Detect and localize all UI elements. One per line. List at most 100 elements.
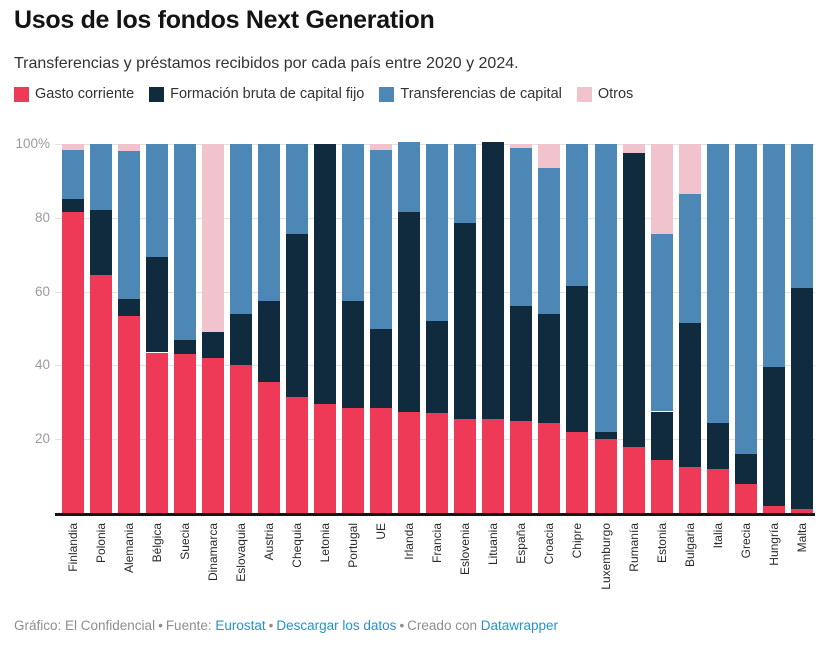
bar-segment-eslovaquia-formacion-bruta-de-capital-fijo[interactable] [229,313,252,366]
bar-segment-malta-gasto-corriente[interactable] [790,509,813,513]
bar-segment-francia-gasto-corriente[interactable] [426,413,449,513]
bar-segment-hungria-transferencias-de-capital[interactable] [762,144,785,368]
bar-segment-croacia-gasto-corriente[interactable] [538,422,561,513]
bar-segment-dinamarca-formacion-bruta-de-capital-fijo[interactable] [201,332,224,358]
bar-segment-lituania-formacion-bruta-de-capital-fijo[interactable] [482,142,505,419]
bar-segment-alemania-otros[interactable] [117,144,140,152]
bar-segment-chequia-gasto-corriente[interactable] [285,396,308,513]
bar-segment-ue-formacion-bruta-de-capital-fijo[interactable] [370,328,393,408]
bar-segment-eslovenia-formacion-bruta-de-capital-fijo[interactable] [454,223,477,419]
bar-segment-suecia-formacion-bruta-de-capital-fijo[interactable] [173,339,196,355]
bar-segment-eslovenia-gasto-corriente[interactable] [454,418,477,513]
bar-segment-bulgaria-transferencias-de-capital[interactable] [678,193,701,323]
bar-segment-finlandia-formacion-bruta-de-capital-fijo[interactable] [61,199,84,213]
bar-segment-alemania-formacion-bruta-de-capital-fijo[interactable] [117,299,140,316]
legend-label: Gasto corriente [35,86,135,102]
bar-segment-espana-otros[interactable] [510,144,533,148]
bar-segment-letonia-gasto-corriente[interactable] [314,404,336,513]
bar-segment-portugal-formacion-bruta-de-capital-fijo[interactable] [342,300,364,408]
bar-segment-eslovenia-transferencias-de-capital[interactable] [454,144,477,224]
bar-segment-estonia-formacion-bruta-de-capital-fijo[interactable] [650,411,673,460]
bar-segment-finlandia-gasto-corriente[interactable] [61,212,84,513]
bar-segment-ue-gasto-corriente[interactable] [370,407,393,513]
bar-segment-luxemburgo-transferencias-de-capital[interactable] [594,144,617,432]
bar-segment-ue-transferencias-de-capital[interactable] [370,149,393,329]
bar-segment-lituania-gasto-corriente[interactable] [482,418,505,513]
bar-segment-eslovaquia-gasto-corriente[interactable] [229,365,252,513]
footer-source-link[interactable]: Eurostat [215,618,266,633]
bar-segment-suecia-transferencias-de-capital[interactable] [173,144,196,340]
bar-segment-chequia-formacion-bruta-de-capital-fijo[interactable] [285,234,308,397]
bar-segment-letonia-formacion-bruta-de-capital-fijo[interactable] [314,144,336,405]
bar-segment-grecia-gasto-corriente[interactable] [734,483,757,513]
bar-segment-dinamarca-gasto-corriente[interactable] [201,358,224,513]
bar-segment-chipre-transferencias-de-capital[interactable] [566,144,589,287]
bar-segment-italia-transferencias-de-capital[interactable] [706,144,729,423]
bar-segment-malta-transferencias-de-capital[interactable] [790,144,813,288]
bar-segment-bulgaria-formacion-bruta-de-capital-fijo[interactable] [678,323,701,467]
bar-segment-luxemburgo-formacion-bruta-de-capital-fijo[interactable] [594,431,617,440]
bar-segment-suecia-gasto-corriente[interactable] [173,354,196,513]
bar-segment-austria-transferencias-de-capital[interactable] [257,144,280,301]
bar-segment-rumania-formacion-bruta-de-capital-fijo[interactable] [622,153,645,447]
legend-item-gasto-corriente: Gasto corriente [14,86,134,102]
legend-label: Transferencias de capital [400,86,562,102]
bar-segment-bulgaria-otros[interactable] [678,144,701,194]
bar-segment-italia-formacion-bruta-de-capital-fijo[interactable] [706,422,729,469]
bar-segment-espana-gasto-corriente[interactable] [510,420,533,514]
bar-segment-portugal-gasto-corriente[interactable] [342,407,364,513]
legend-item-formacion-bruta-de-capital-fijo: Formación bruta de capital fijo [149,86,364,102]
bar-segment-croacia-formacion-bruta-de-capital-fijo[interactable] [538,313,561,423]
bar-segment-grecia-transferencias-de-capital[interactable] [734,144,757,454]
bar-segment-finlandia-otros[interactable] [61,144,84,150]
bar-segment-hungria-formacion-bruta-de-capital-fijo[interactable] [762,367,785,506]
x-axis-label-chipre: Chipre [570,523,585,559]
footer-datawrapper-link[interactable]: Datawrapper [480,618,559,633]
bar-segment-polonia-transferencias-de-capital[interactable] [89,144,112,211]
bar-segment-alemania-transferencias-de-capital[interactable] [117,151,140,299]
bar-segment-rumania-otros[interactable] [622,144,645,154]
y-axis-label-20: 20 [34,431,50,447]
bar-segment-hungria-gasto-corriente[interactable] [762,505,785,513]
bar-segment-austria-formacion-bruta-de-capital-fijo[interactable] [257,300,280,382]
bar-segment-chipre-gasto-corriente[interactable] [566,431,589,513]
bar-segment-irlanda-gasto-corriente[interactable] [398,411,421,513]
bar-segment-belgica-gasto-corriente[interactable] [145,352,168,513]
bar-segment-belgica-formacion-bruta-de-capital-fijo[interactable] [145,256,168,353]
bar-segment-italia-gasto-corriente[interactable] [706,468,729,513]
bar-segment-polonia-formacion-bruta-de-capital-fijo[interactable] [89,210,112,275]
bar-segment-estonia-otros[interactable] [650,144,673,235]
bar-segment-estonia-transferencias-de-capital[interactable] [650,234,673,412]
bar-segment-chequia-transferencias-de-capital[interactable] [285,144,308,235]
bar-segment-luxemburgo-gasto-corriente[interactable] [594,439,617,513]
bar-segment-grecia-formacion-bruta-de-capital-fijo[interactable] [734,454,757,484]
footer-download-link[interactable]: Descargar los datos [276,618,397,633]
bar-segment-espana-formacion-bruta-de-capital-fijo[interactable] [510,306,533,421]
bar-segment-polonia-gasto-corriente[interactable] [89,275,112,513]
bar-segment-francia-transferencias-de-capital[interactable] [426,144,449,322]
bar-segment-croacia-transferencias-de-capital[interactable] [538,168,561,314]
bar-segment-portugal-transferencias-de-capital[interactable] [342,144,364,301]
bar-segment-alemania-gasto-corriente[interactable] [117,315,140,513]
bar-segment-croacia-otros[interactable] [538,144,561,168]
bar-segment-bulgaria-gasto-corriente[interactable] [678,466,701,513]
bar-segment-dinamarca-otros[interactable] [201,144,224,333]
bar-segment-estonia-gasto-corriente[interactable] [650,459,673,513]
bar-segment-belgica-transferencias-de-capital[interactable] [145,144,168,257]
bar-segment-rumania-gasto-corriente[interactable] [622,446,645,513]
bar-segment-chipre-formacion-bruta-de-capital-fijo[interactable] [566,286,589,432]
x-axis-label-suecia: Suecia [177,523,192,560]
bar-segment-ue-otros[interactable] [370,144,393,150]
bar-segment-malta-formacion-bruta-de-capital-fijo[interactable] [790,287,813,510]
bar-segment-eslovaquia-transferencias-de-capital[interactable] [229,144,252,314]
bar-segment-espana-transferencias-de-capital[interactable] [510,147,533,307]
bar-segment-francia-formacion-bruta-de-capital-fijo[interactable] [426,321,449,414]
x-axis-label-belgica: Bélgica [149,523,164,563]
bar-segment-irlanda-transferencias-de-capital[interactable] [398,142,421,213]
bar-segment-finlandia-transferencias-de-capital[interactable] [61,149,84,200]
x-axis-label-croacia: Croacia [542,523,557,565]
bar-segment-irlanda-formacion-bruta-de-capital-fijo[interactable] [398,212,421,412]
bar-segment-austria-gasto-corriente[interactable] [257,382,280,513]
